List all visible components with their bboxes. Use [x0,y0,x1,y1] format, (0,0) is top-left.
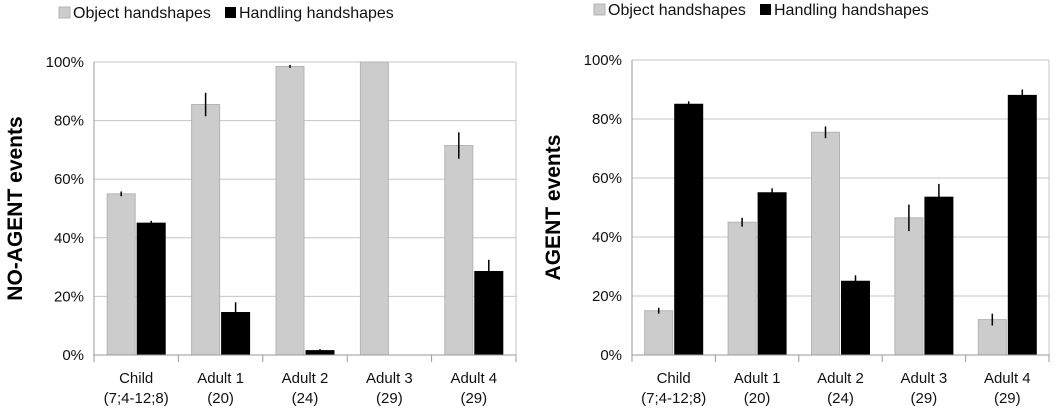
category-label: Adult 1 [734,370,781,387]
category-label: Adult 3 [901,370,948,387]
bar-object [727,221,757,356]
y-tick-label: 40% [54,230,84,247]
bar-object [644,310,674,356]
y-tick-label: 80% [592,111,622,128]
y-tick-label: 80% [54,113,84,130]
y-tick-label: 100% [46,54,84,71]
bar-handling [757,192,787,356]
category-sublabel: (24) [827,390,854,407]
category-sublabel: (20) [207,390,234,407]
y-tick-label: 100% [584,52,622,69]
y-tick-label: 60% [592,170,622,187]
legend-swatch-object [593,3,606,16]
legend-label-handling: Handling handshapes [774,2,929,19]
category-label: Adult 2 [282,370,329,387]
category-label: Adult 2 [817,370,864,387]
category-sublabel: (29) [376,390,403,407]
category-label: Child [657,370,691,387]
bar-handling [841,280,870,356]
category-label: Adult 4 [984,370,1031,387]
y-tick-label: 20% [592,288,622,305]
category-sublabel: (7;4-12;8) [641,390,706,407]
category-label: Adult 4 [450,370,497,387]
bar-object [894,217,924,356]
category-label: Child [119,370,153,387]
category-sublabel: (29) [994,390,1021,407]
bar-object [811,131,840,356]
bar-handling [924,196,954,356]
bar-handling [1007,94,1037,356]
legend: Object handshapes Handling handshapes [593,2,929,19]
legend-swatch-handling [225,7,236,18]
bar-object [191,103,221,356]
legend-label-object: Object handshapes [608,2,746,19]
bar-object [275,65,305,356]
legend-label-handling: Handling handshapes [239,5,394,22]
y-tick-label: 20% [54,288,84,305]
bar-object [359,61,389,356]
category-sublabel: (24) [292,390,319,407]
y-tick-label: 0% [62,347,84,364]
legend-label-object: Object handshapes [73,5,211,22]
bar-object [444,145,474,356]
chart-1: 0% 20% 40% 60% 80% 100% Child (7;4-12;8) Adult 1… [4,5,517,407]
bar-handling [474,270,504,356]
category-sublabel: (20) [744,390,771,407]
category-label: Adult 3 [366,370,413,387]
chart-2: 0% 20% 40% 60% 80% 100% Child (7;4-12;8) Adult 1… [542,2,1050,407]
y-axis-title: NO-AGENT events [4,116,27,300]
y-tick-label: 0% [600,347,622,364]
category-sublabel: (29) [460,390,487,407]
category-sublabel: (29) [911,390,938,407]
legend: Object handshapes Handling handshapes [58,5,394,22]
category-label: Adult 1 [197,370,244,387]
y-tick-label: 40% [592,229,622,246]
legend-swatch-handling [760,4,771,15]
y-axis-title: AGENT events [542,135,565,281]
legend-swatch-object [58,6,71,19]
bar-handling [674,103,704,356]
y-tick-label: 60% [54,171,84,188]
bar-object [106,193,136,356]
category-sublabel: (7;4-12;8) [104,390,169,407]
bar-handling [136,222,166,356]
